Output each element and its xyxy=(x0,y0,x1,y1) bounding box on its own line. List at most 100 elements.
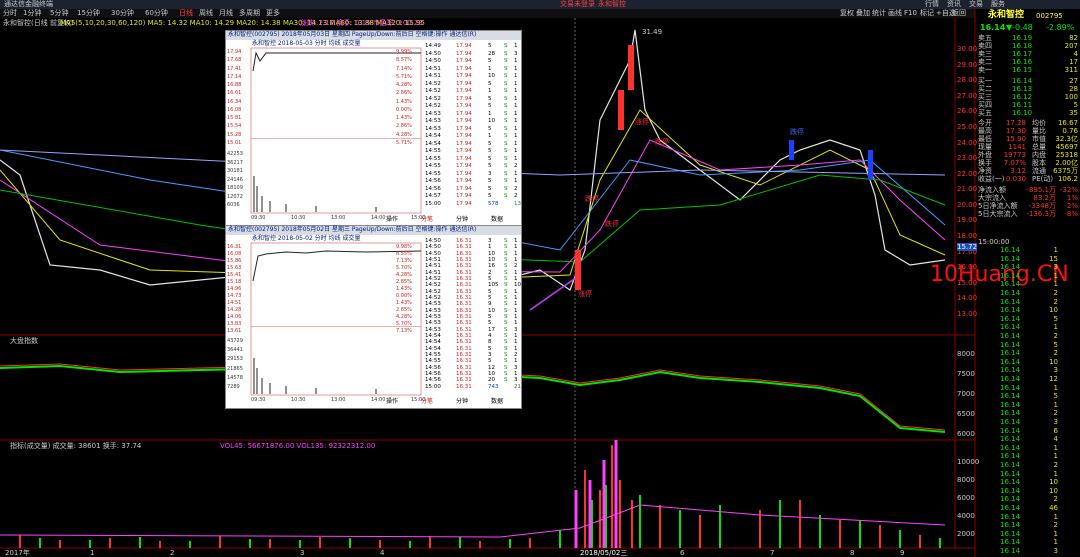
flow-value: -895.1万 xyxy=(1026,186,1056,194)
trade-cell: 1 xyxy=(514,95,518,102)
limit-label: 跌停 xyxy=(790,128,804,136)
trade-cell: 14:55 xyxy=(425,170,441,177)
period-button[interactable]: 多周期 xyxy=(239,9,260,17)
trade-volume: 1 xyxy=(1053,512,1058,521)
tab[interactable]: 分笔 xyxy=(421,398,434,405)
tab[interactable]: 数据 xyxy=(491,216,504,223)
popup-chart xyxy=(250,47,422,214)
trade-volume: 2 xyxy=(1053,461,1058,469)
trade-cell: 1 xyxy=(514,250,518,257)
limit-label: 涨停 xyxy=(635,118,649,126)
date-label: 7 xyxy=(770,549,775,557)
tab[interactable]: 操作 xyxy=(386,398,399,405)
book-label: 买四 xyxy=(978,101,992,109)
tool-button[interactable]: 复权 xyxy=(840,9,854,17)
trade-cell: 2 xyxy=(514,185,518,192)
stat-label: 市值 xyxy=(1032,135,1046,143)
trade-cell: 3 xyxy=(514,50,518,57)
period-button[interactable]: 月线 xyxy=(219,9,233,17)
stat-value: 2.00亿 xyxy=(1055,159,1078,167)
tool-button[interactable]: 叠加 xyxy=(856,9,870,17)
time-label: 15:00 xyxy=(411,397,426,403)
trade-volume: 5 xyxy=(1053,314,1058,323)
tab[interactable]: 分钟 xyxy=(456,216,469,223)
trade-cell: 2 xyxy=(488,269,492,276)
menu-item[interactable]: 服务 xyxy=(991,0,1005,8)
price-axis-label: 13.83 xyxy=(227,321,242,328)
trade-cell: 1 xyxy=(514,238,518,244)
trade-cell: 21 xyxy=(514,383,521,390)
vol-axis-label: 36441 xyxy=(227,347,243,354)
tool-button[interactable]: +自选 xyxy=(936,9,956,17)
period-button[interactable]: 周线 xyxy=(199,9,213,17)
time-label: 10:30 xyxy=(291,397,306,403)
tool-button[interactable]: 画线 xyxy=(888,9,902,17)
trade-cell: S xyxy=(504,133,508,139)
period-button[interactable]: 15分钟 xyxy=(77,9,100,17)
trade-cell: 17 xyxy=(488,326,495,333)
book-price: 16.18 xyxy=(1012,42,1033,50)
price-axis-label: 22.00 xyxy=(957,169,978,178)
book-volume: 4 xyxy=(1073,50,1078,58)
trade-cell: 14:53 xyxy=(425,320,441,327)
tab[interactable]: 分笔 xyxy=(421,216,434,223)
menu-item[interactable]: 交易 xyxy=(969,0,983,8)
trade-cell: 1 xyxy=(514,155,518,162)
intraday-line xyxy=(252,250,422,282)
trade-volume: 1 xyxy=(1053,323,1058,332)
trade-cell: 14:53 xyxy=(425,314,441,320)
book-label: 买三 xyxy=(978,93,992,101)
period-button[interactable]: 60分钟 xyxy=(145,9,168,17)
trade-cell: 17.94 xyxy=(456,148,472,154)
trade-cell: S xyxy=(504,238,508,244)
trade-cell: S xyxy=(504,73,508,79)
trade-cell: 1 xyxy=(488,88,492,94)
trade-cell: 16.31 xyxy=(456,326,472,333)
trade-cell: 5 xyxy=(488,140,492,147)
book-price: 16.17 xyxy=(1012,50,1033,58)
tool-button[interactable]: 统计 xyxy=(872,9,886,17)
limit-label: 跌停 xyxy=(655,138,669,146)
price-axis-label: 15.01 xyxy=(227,139,242,146)
tool-button[interactable]: 返回 xyxy=(952,9,966,17)
price-axis-label: 17.94 xyxy=(227,49,242,55)
trade-cell: 5 xyxy=(488,276,492,282)
pct-axis-label: 1.43% xyxy=(396,300,412,307)
stat-label: 外盘 xyxy=(978,151,992,159)
trade-cell: 1 xyxy=(514,371,518,377)
menu-item[interactable]: 资讯 xyxy=(947,0,961,8)
trade-price: 16.14 xyxy=(1000,426,1021,435)
tab[interactable]: 操作 xyxy=(386,216,399,223)
limit-label: 跌停 xyxy=(605,220,619,228)
index-line xyxy=(0,363,946,431)
period-button[interactable]: 日线 xyxy=(179,9,193,17)
trade-cell: 16.31 xyxy=(456,250,472,257)
tab[interactable]: 分钟 xyxy=(456,398,469,405)
trade-price: 16.14 xyxy=(1000,504,1021,512)
trade-cell: 14:52 xyxy=(425,80,441,87)
period-button[interactable]: 更多 xyxy=(266,9,280,17)
trade-price: 16.14 xyxy=(1000,392,1021,401)
trade-cell: 16.31 xyxy=(456,288,472,295)
tool-button[interactable]: 标记 xyxy=(920,9,934,17)
vol-axis-label: 21865 xyxy=(227,365,243,372)
vol-axis-label: 7289 xyxy=(227,383,240,390)
trade-cell: S xyxy=(504,193,508,199)
tab[interactable]: 数据 xyxy=(491,398,504,405)
period-button[interactable]: 30分钟 xyxy=(111,9,134,17)
period-button[interactable]: 1分钟 xyxy=(23,9,42,17)
period-button[interactable]: 5分钟 xyxy=(50,9,69,17)
trade-cell: 17.94 xyxy=(456,118,472,124)
book-volume: 5 xyxy=(1073,101,1078,109)
trade-cell: S xyxy=(504,301,508,308)
tool-button[interactable]: F10 xyxy=(904,9,917,17)
trade-cell: 5 xyxy=(488,288,492,295)
trade-cell: 15:00 xyxy=(425,200,441,207)
menu-item[interactable]: 行情 xyxy=(925,0,939,8)
trade-cell: S xyxy=(504,358,508,365)
trade-cell: S xyxy=(504,110,508,117)
trade-cell: 17.94 xyxy=(456,88,472,94)
trade-volume: 6 xyxy=(1053,426,1058,435)
stat-label: 最高 xyxy=(978,127,992,135)
period-button[interactable]: 分时 xyxy=(3,9,17,17)
